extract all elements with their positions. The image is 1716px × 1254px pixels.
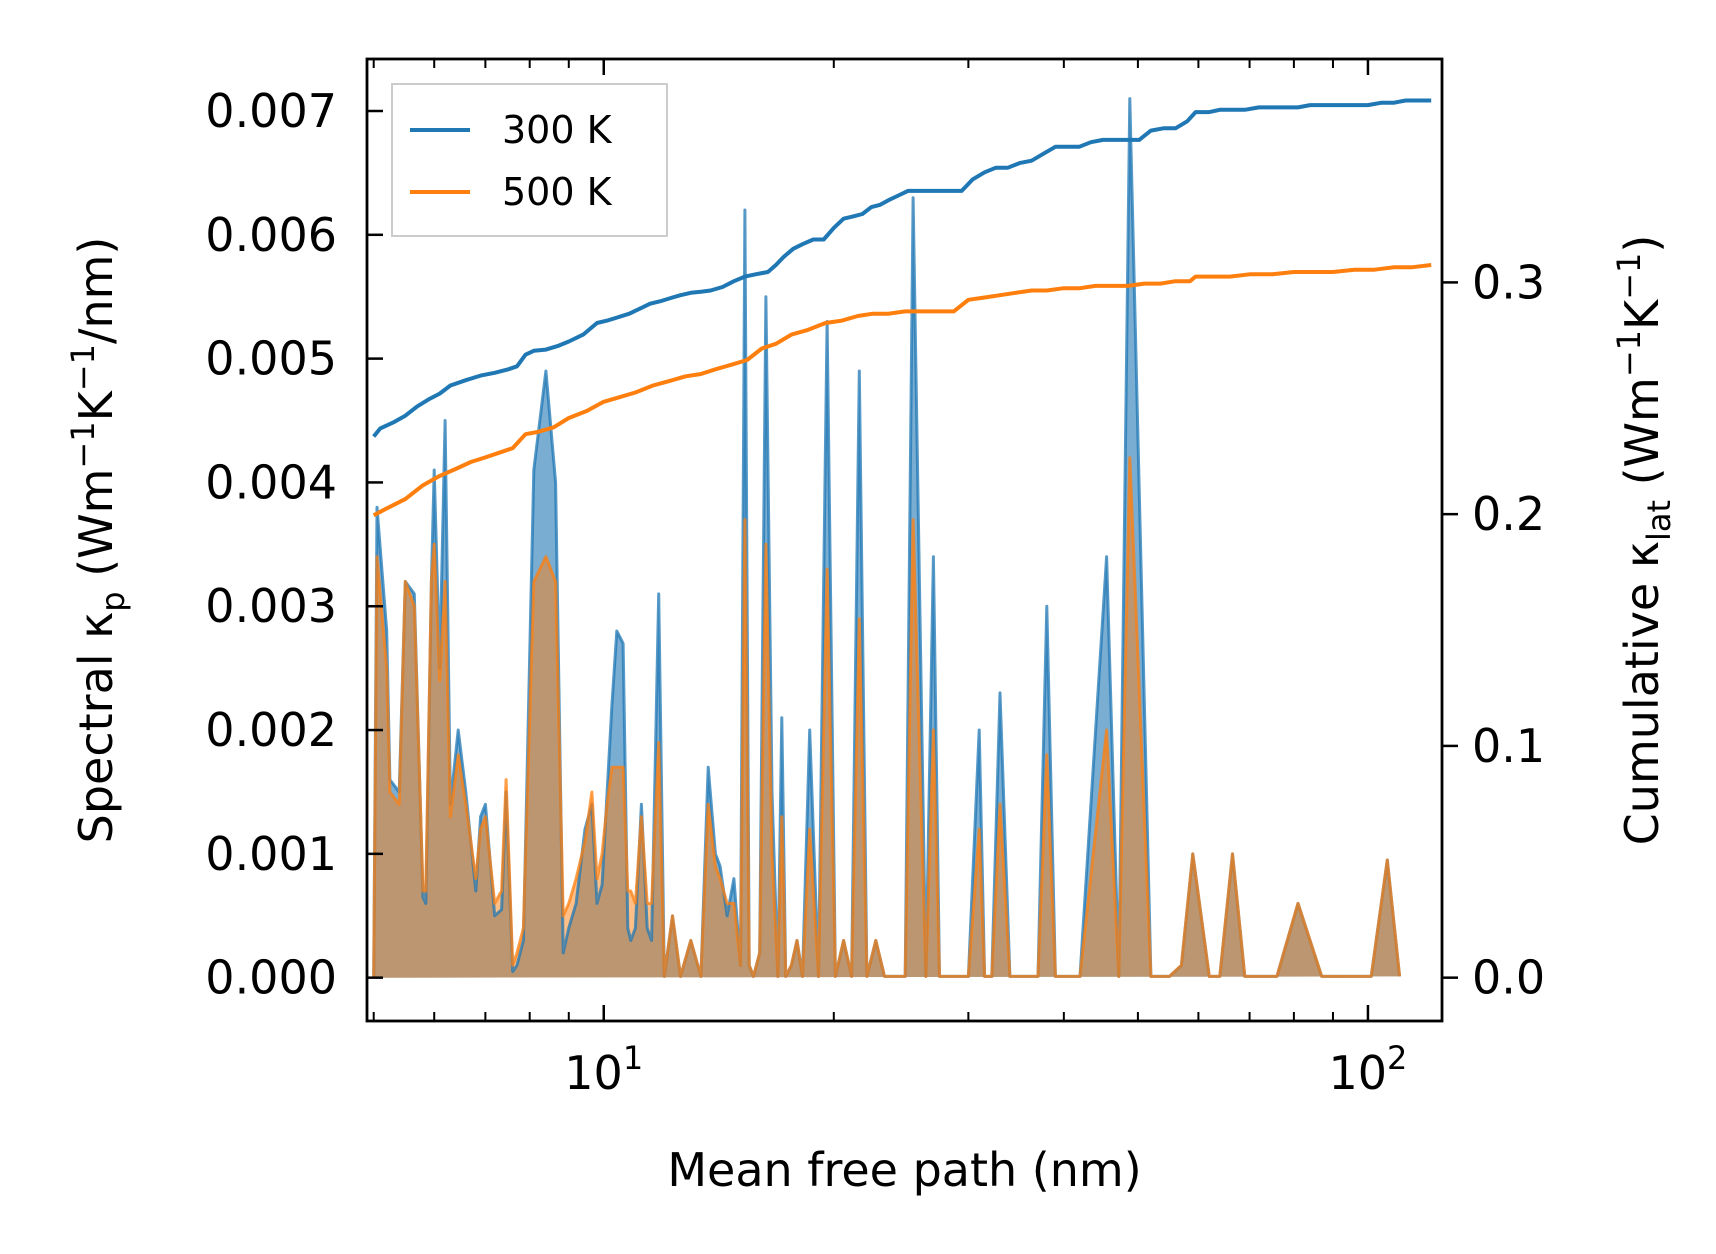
x-axis-label: Mean free path (nm) [667, 1143, 1141, 1197]
y-left-tick-label: 0.004 [205, 455, 337, 509]
y-left-tick-label: 0.007 [205, 84, 337, 138]
plot-area [372, 97, 1432, 978]
legend-label-500k: 500 K [502, 170, 613, 214]
x-tick-label: 102 [1328, 1039, 1407, 1100]
y-right-tick-label: 0.0 [1472, 951, 1545, 1005]
y-axis-label-right: Cumulative κlat (Wm−1K−1) [1610, 235, 1678, 846]
legend: 300 K 500 K [391, 83, 668, 237]
y-left-tick-label: 0.005 [205, 332, 337, 386]
y-right-tick-label: 0.3 [1472, 255, 1545, 309]
x-tick-label: 101 [564, 1039, 643, 1100]
legend-box [391, 83, 668, 237]
y-left-tick-label: 0.000 [205, 951, 337, 1005]
y-left-tick-label: 0.006 [205, 208, 337, 262]
y-left-tick-label: 0.002 [205, 703, 337, 757]
y-left-tick-label: 0.001 [205, 827, 337, 881]
cumulative-line-0 [372, 98, 1432, 438]
spectral-fill-1 [373, 457, 1400, 978]
cumulative-line-1 [372, 263, 1432, 518]
y-axis-label-left: Spectral κp (Wm−1K−1/nm) [64, 237, 132, 844]
y-left-tick-label: 0.003 [205, 579, 337, 633]
y-right-tick-label: 0.1 [1472, 719, 1545, 773]
plot-frame [365, 57, 1444, 1023]
axes-ticks: 101 1020.0000.0010.0020.0030.0040.0050.00… [205, 59, 1545, 1100]
legend-label-300k: 300 K [502, 108, 613, 152]
spectral-line-1 [372, 456, 1402, 978]
y-right-tick-label: 0.2 [1472, 487, 1545, 541]
